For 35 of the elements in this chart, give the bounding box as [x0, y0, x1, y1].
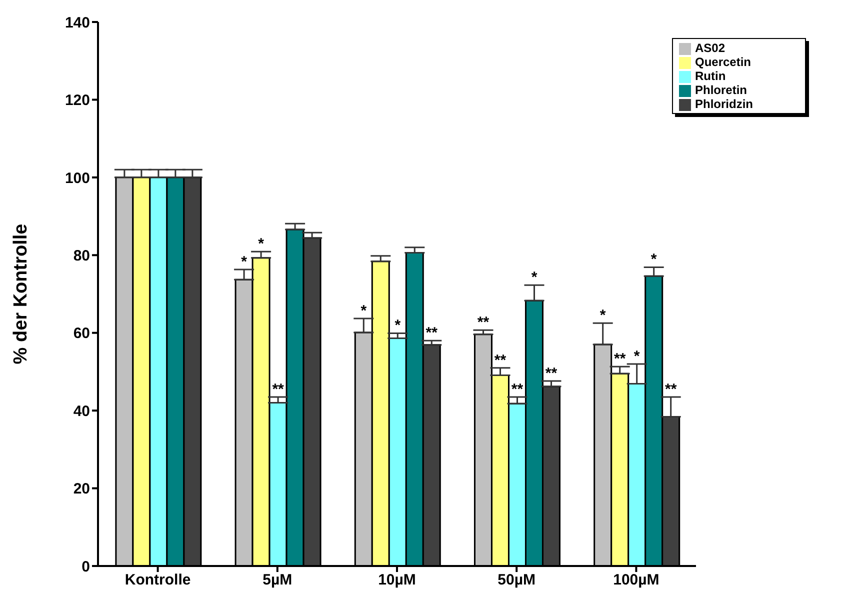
y-tick-label: 20 [73, 480, 90, 498]
y-axis-title: % der Kontrolle [10, 224, 32, 364]
y-tick-label: 140 [64, 14, 90, 32]
data-label: * [394, 317, 401, 334]
data-label: * [241, 254, 248, 271]
legend-label: Phloretin [695, 83, 748, 97]
y-tick-label: 80 [73, 247, 90, 264]
data-label: * [650, 251, 657, 268]
x-tick-label: 50µM [498, 572, 536, 589]
legend-label: AS02 [695, 41, 726, 55]
data-label: * [360, 302, 367, 320]
y-tick-label: 0 [82, 558, 90, 576]
data-label: * [634, 348, 640, 365]
y-tick-label: 120 [64, 92, 90, 110]
data-label: * [531, 269, 538, 286]
data-label: ** [614, 350, 626, 368]
y-tick-label: 100 [64, 170, 90, 187]
data-label: * [600, 307, 606, 324]
x-tick-label: 5µM [262, 572, 292, 589]
legend-label: Quercetin [695, 55, 752, 69]
data-label: * [258, 236, 264, 253]
data-label: ** [494, 352, 506, 369]
data-label: ** [511, 380, 524, 398]
data-label: ** [477, 314, 490, 332]
x-tick-label: Kontrolle [124, 572, 191, 589]
data-label: ** [272, 380, 284, 398]
legend-label: Phloridzin [695, 97, 753, 111]
y-tick-label: 40 [73, 402, 90, 420]
y-tick-label: 60 [73, 325, 90, 342]
data-label: ** [664, 380, 677, 398]
data-label: ** [545, 365, 558, 382]
x-tick-label: 10µM [378, 572, 416, 589]
x-tick-label: 100µM [613, 572, 660, 589]
legend-label: Rutin [695, 69, 726, 83]
data-label: ** [426, 324, 438, 342]
